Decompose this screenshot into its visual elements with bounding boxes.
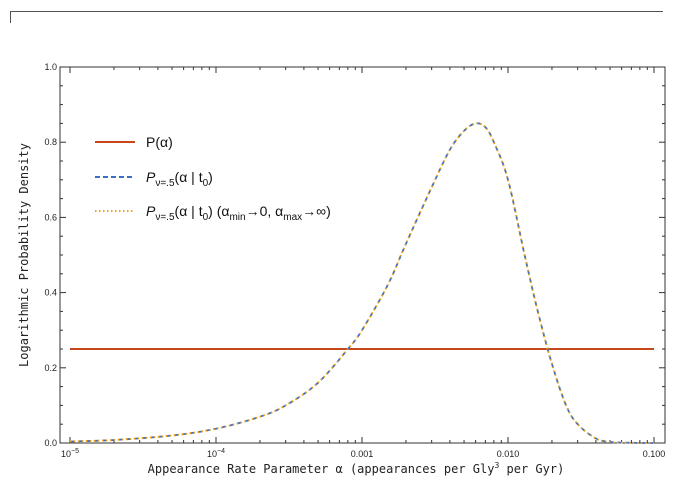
y-tick-label: 0.2 (44, 363, 57, 373)
y-tick-label: 0.8 (44, 137, 57, 147)
y-tick-label: 0.4 (44, 288, 57, 298)
plot-frame (59, 66, 666, 444)
x-axis-ticks: 10−5 10−4 0.001 0.010 0.100 (61, 67, 665, 459)
top-frame-line (10, 11, 663, 12)
plot-frame-rect (59, 66, 666, 444)
y-tick-label: 1.0 (44, 62, 57, 72)
y-axis-label: Logarithmic Probability Density (17, 143, 31, 367)
x-tick-label: 0.100 (643, 449, 666, 459)
legend-label-posterior: Pν=.5(α | t0) (146, 169, 213, 189)
y-tick-label: 0.0 (44, 438, 57, 448)
series-line-1 (69, 122, 655, 444)
x-tick-label: 0.010 (497, 449, 520, 459)
top-frame-corner (10, 11, 11, 23)
legend: P(α) Pν=.5(α | t0) Pν=.5(α | t0) (αmin→0… (95, 134, 331, 223)
x-tick-label: 0.001 (351, 449, 374, 459)
legend-label-posterior-limit: Pν=.5(α | t0) (αmin→0, αmax→∞) (146, 203, 331, 223)
y-tick-label: 0.6 (44, 212, 57, 222)
legend-label-p-alpha: P(α) (146, 134, 173, 150)
x-axis-label: Appearance Rate Parameter α (appearances… (148, 461, 565, 476)
x-tick-label: 10−4 (207, 448, 225, 459)
series-line-2 (69, 122, 655, 444)
x-tick-label: 10−5 (61, 448, 79, 459)
series-group (69, 122, 655, 444)
y-axis-ticks: 0.0 0.2 0.4 0.6 0.8 1.0 (44, 62, 665, 448)
